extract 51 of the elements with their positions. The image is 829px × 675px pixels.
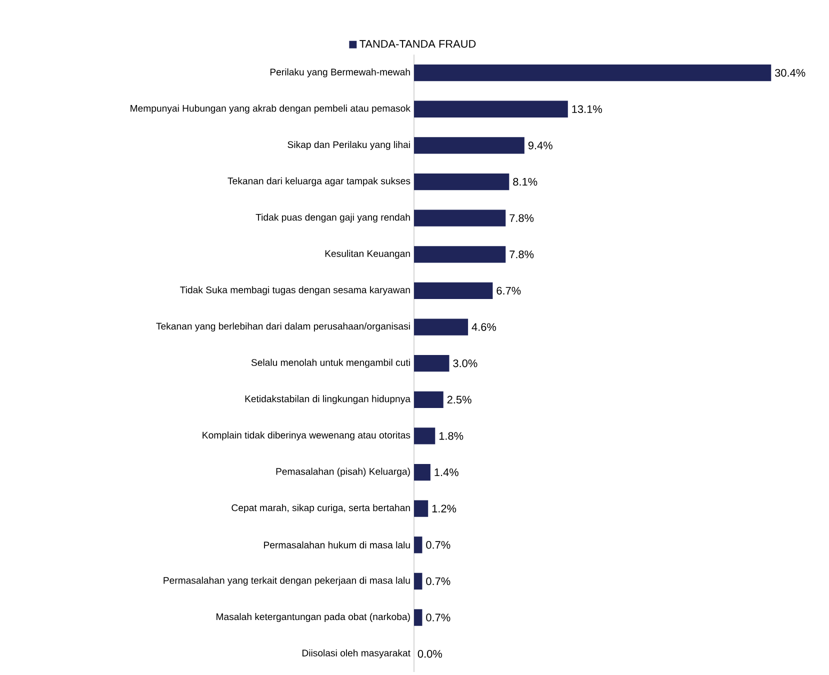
y-tick-label: Sikap dan Perilaku yang lihai bbox=[288, 140, 410, 150]
y-tick-label: Tekanan yang berlebihan dari dalam perusahaan/organisasi bbox=[156, 322, 410, 332]
data-label: 1.8% bbox=[439, 432, 464, 440]
data-label: 1.4% bbox=[434, 468, 458, 476]
bar bbox=[414, 391, 444, 408]
data-label: 8.1% bbox=[513, 178, 538, 186]
bar bbox=[414, 282, 493, 300]
y-tick-label: Pemasalahan (pisah) Keluarga) bbox=[276, 468, 410, 477]
y-tick-label: Permasalahan hukum di masa lalu bbox=[264, 541, 410, 548]
data-label: 7.8% bbox=[510, 214, 534, 222]
bar bbox=[414, 246, 506, 263]
data-label: 1.2% bbox=[432, 504, 456, 512]
bar bbox=[414, 536, 422, 554]
bar bbox=[414, 100, 568, 118]
y-tick-label: Masalah ketergantungan pada obat (narkoba) bbox=[216, 613, 410, 622]
data-label: 3.0% bbox=[453, 359, 478, 368]
y-tick-label: Cepat marah, sikap curiga, serta bertahan bbox=[232, 504, 410, 514]
data-label: 4.6% bbox=[472, 323, 496, 331]
bar bbox=[414, 210, 506, 226]
data-label: 0.0% bbox=[418, 650, 442, 658]
y-tick-label: Permasalahan yang terkait dengan pekerjaan di masa lalu bbox=[164, 576, 410, 586]
y-tick-label: Ketidakstabilan di lingkungan hidupnya bbox=[245, 395, 410, 404]
data-label: 0.7% bbox=[426, 577, 450, 586]
bar bbox=[414, 318, 468, 336]
bar bbox=[414, 355, 450, 372]
data-label: 13.1% bbox=[572, 105, 602, 114]
bar bbox=[414, 609, 422, 626]
data-label: 0.7% bbox=[426, 541, 450, 549]
y-tick-label: Komplain tidak diberinya wewenang atau otoritas bbox=[202, 431, 410, 440]
y-tick-label: Tidak Suka membagi tugas dengan sesama karyawan bbox=[180, 286, 410, 296]
y-tick-label: Selalu menolah untuk mengambil cuti bbox=[251, 358, 410, 368]
bar bbox=[414, 428, 436, 444]
bar bbox=[414, 64, 772, 82]
y-tick-label: Kesulitan Keuangan bbox=[325, 250, 410, 259]
y-tick-label: Diisolasi oleh masyarakat bbox=[302, 649, 410, 658]
data-label: 0.7% bbox=[426, 614, 450, 622]
legend-label: TANDA-TANDA FRAUD bbox=[360, 40, 476, 48]
y-tick-label: Tekanan dari keluarga agar tampak sukses bbox=[228, 177, 410, 186]
data-label: 9.4% bbox=[528, 142, 552, 150]
y-tick-label: Tidak puas dengan gaji yang rendah bbox=[256, 214, 410, 223]
y-tick-label: Perilaku yang Bermewah-mewah bbox=[270, 68, 410, 78]
bar bbox=[414, 500, 428, 517]
bar bbox=[414, 464, 430, 481]
data-label: 6.7% bbox=[496, 286, 521, 295]
data-label: 2.5% bbox=[447, 396, 472, 404]
y-tick-label: Mempunyai Hubungan yang akrab dengan pembeli atau pemasok bbox=[130, 104, 410, 114]
data-label: 30.4% bbox=[775, 68, 806, 77]
data-label: 7.8% bbox=[510, 250, 534, 258]
bar bbox=[414, 173, 510, 190]
bar bbox=[414, 137, 524, 154]
bar bbox=[414, 572, 422, 590]
